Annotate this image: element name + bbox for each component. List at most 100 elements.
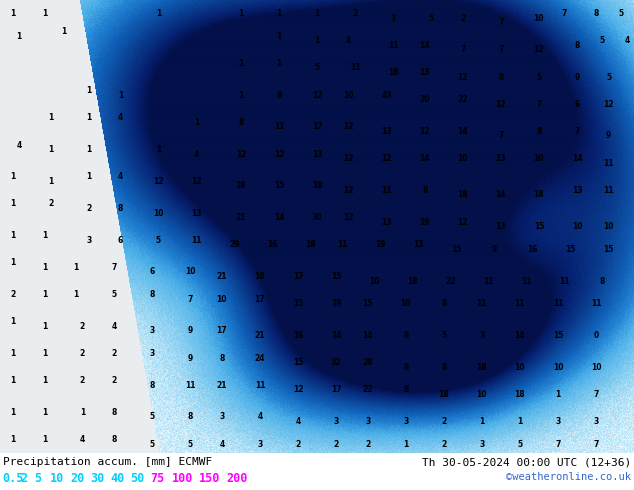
Text: 13: 13 (420, 68, 430, 77)
Text: 12: 12 (153, 177, 164, 186)
Text: 11: 11 (604, 159, 614, 168)
Text: 22: 22 (445, 276, 455, 286)
Text: 10: 10 (515, 363, 525, 371)
Text: 14: 14 (515, 331, 525, 340)
Text: 11: 11 (483, 276, 493, 286)
Text: 4: 4 (346, 36, 351, 45)
Text: 11: 11 (515, 299, 525, 308)
Text: 17: 17 (217, 326, 227, 335)
Text: 7: 7 (593, 440, 598, 449)
Text: 1: 1 (276, 32, 281, 41)
Text: 3: 3 (150, 326, 155, 335)
Text: 12: 12 (312, 91, 322, 99)
Text: 14: 14 (274, 213, 284, 222)
Text: 7: 7 (460, 46, 465, 54)
Text: 1: 1 (10, 9, 15, 18)
Text: 0: 0 (593, 331, 598, 340)
Text: 8: 8 (219, 354, 224, 363)
Text: 3: 3 (403, 417, 408, 426)
Text: 7: 7 (555, 440, 560, 449)
Text: 8: 8 (276, 91, 281, 99)
Text: 50: 50 (130, 472, 145, 485)
Text: 5: 5 (156, 236, 161, 245)
Text: 2: 2 (80, 322, 85, 331)
Text: 12: 12 (496, 100, 506, 109)
Text: 12: 12 (236, 149, 246, 159)
Text: 8: 8 (188, 413, 193, 421)
Text: 7: 7 (498, 46, 503, 54)
Text: 8: 8 (441, 363, 446, 371)
Text: 1: 1 (48, 113, 53, 122)
Text: 5: 5 (150, 440, 155, 449)
Text: 11: 11 (388, 41, 398, 50)
Text: 1: 1 (517, 417, 522, 426)
Text: 11: 11 (553, 299, 563, 308)
Text: 21: 21 (255, 331, 265, 340)
Text: 5: 5 (188, 440, 193, 449)
Text: 5: 5 (429, 14, 434, 23)
Text: 8: 8 (403, 385, 408, 394)
Text: 8: 8 (238, 118, 243, 127)
Text: 1: 1 (80, 408, 85, 417)
Text: 2: 2 (80, 376, 85, 385)
Text: 0.5: 0.5 (2, 472, 23, 485)
Text: 7: 7 (498, 18, 503, 27)
Text: 1: 1 (314, 36, 320, 45)
Text: 75: 75 (150, 472, 164, 485)
Text: 40: 40 (110, 472, 124, 485)
Text: 22: 22 (363, 385, 373, 394)
Text: 11: 11 (382, 186, 392, 195)
Text: 1: 1 (10, 258, 15, 268)
Text: 1: 1 (118, 91, 123, 99)
Text: 10: 10 (477, 390, 487, 399)
Text: 1: 1 (48, 177, 53, 186)
Text: 1: 1 (42, 349, 47, 358)
Text: 20: 20 (420, 95, 430, 104)
Text: 1: 1 (42, 435, 47, 444)
Text: 5: 5 (150, 413, 155, 421)
Text: 8: 8 (150, 381, 155, 390)
Text: 12: 12 (344, 154, 354, 163)
Text: 10: 10 (344, 91, 354, 99)
Text: 15: 15 (604, 245, 614, 254)
Text: 1: 1 (61, 27, 66, 36)
Text: 1: 1 (42, 231, 47, 240)
Text: 4: 4 (625, 36, 630, 45)
Text: 200: 200 (226, 472, 247, 485)
Text: 4: 4 (112, 322, 117, 331)
Text: 13: 13 (413, 240, 424, 249)
Text: 5: 5 (606, 73, 611, 81)
Text: 21: 21 (236, 213, 246, 222)
Text: 19: 19 (375, 240, 385, 249)
Text: 2: 2 (365, 440, 370, 449)
Text: 1: 1 (86, 86, 91, 95)
Text: 10: 10 (458, 154, 468, 163)
Text: 3: 3 (391, 14, 396, 23)
Text: 10: 10 (534, 14, 544, 23)
Text: 8: 8 (150, 290, 155, 299)
Text: 2: 2 (48, 199, 53, 208)
Text: 10: 10 (401, 299, 411, 308)
Text: 6: 6 (118, 236, 123, 245)
Text: 1: 1 (42, 322, 47, 331)
Text: 11: 11 (477, 299, 487, 308)
Text: 13: 13 (496, 154, 506, 163)
Text: 30: 30 (90, 472, 104, 485)
Text: 15: 15 (534, 222, 544, 231)
Text: 15: 15 (451, 245, 462, 254)
Text: 7: 7 (593, 390, 598, 399)
Text: 15: 15 (553, 331, 563, 340)
Text: 12: 12 (458, 73, 468, 81)
Text: 10: 10 (534, 154, 544, 163)
Text: 2: 2 (10, 290, 15, 299)
Text: 18: 18 (255, 272, 265, 281)
Text: 17: 17 (312, 122, 322, 131)
Text: 1: 1 (403, 440, 408, 449)
Text: 11: 11 (191, 236, 202, 245)
Text: 16: 16 (293, 331, 303, 340)
Text: 3: 3 (86, 236, 91, 245)
Text: 8: 8 (112, 408, 117, 417)
Text: 21: 21 (217, 381, 227, 390)
Text: 5: 5 (314, 64, 320, 73)
Text: 15: 15 (293, 358, 303, 367)
